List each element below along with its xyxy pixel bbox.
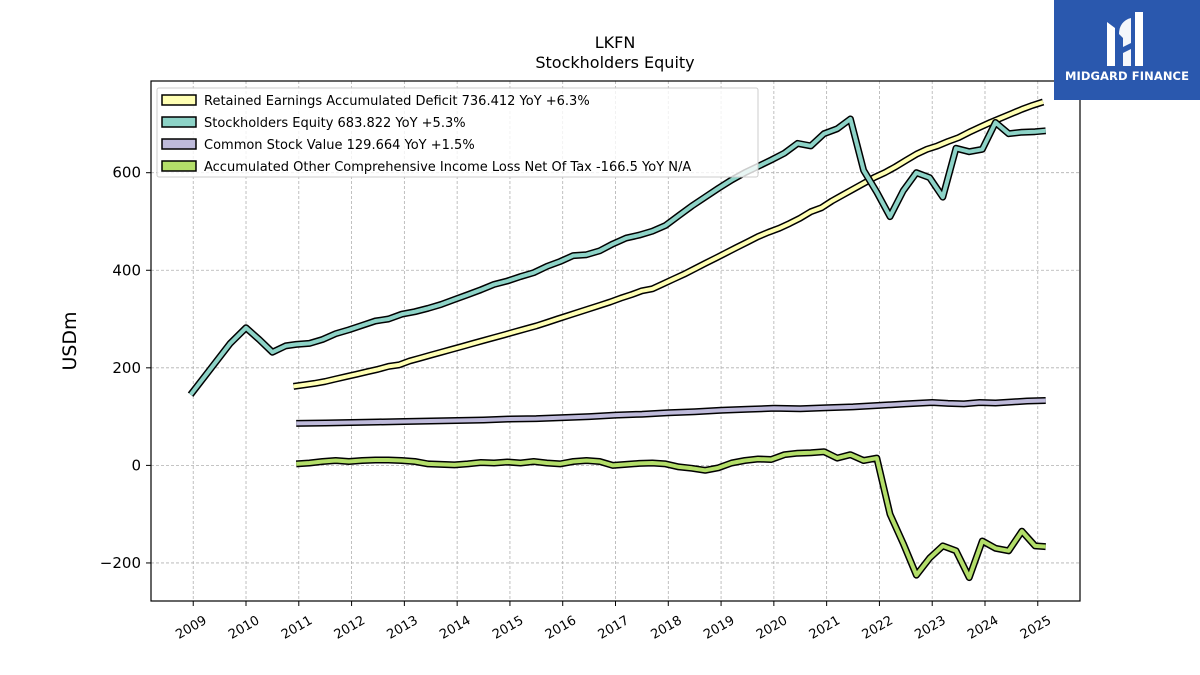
x-tick-label: 2022 xyxy=(860,613,896,643)
legend-label-2: Common Stock Value 129.664 YoY +1.5% xyxy=(204,138,475,153)
midgard-finance-logo: MIDGARD FINANCE xyxy=(1054,0,1200,100)
x-tick-label: 2021 xyxy=(807,613,843,643)
midgard-logo-icon xyxy=(1107,12,1143,66)
x-tick-label: 2025 xyxy=(1018,613,1054,643)
y-axis-label: USDm xyxy=(59,311,81,370)
legend-swatch-2 xyxy=(161,138,197,150)
chart-title: LKFN xyxy=(595,33,636,52)
series-lines xyxy=(187,98,1046,582)
x-tick-label: 2013 xyxy=(385,613,421,643)
legend-swatch-1 xyxy=(161,116,197,128)
x-tick-label: 2019 xyxy=(701,613,737,643)
y-tick-label: 600 xyxy=(112,164,141,182)
y-tick-label: −200 xyxy=(100,554,141,572)
x-tick-label: 2015 xyxy=(490,613,526,643)
x-tick-label: 2010 xyxy=(226,613,262,643)
x-tick-label: 2014 xyxy=(437,613,473,643)
x-tick-label: 2018 xyxy=(648,613,684,643)
series-line-3 xyxy=(296,449,1046,580)
x-tick-label: 2017 xyxy=(596,613,632,643)
logo-text: MIDGARD FINANCE xyxy=(1064,69,1190,83)
legend-box xyxy=(156,87,759,178)
legend-swatch-0 xyxy=(161,94,197,106)
series-outline-3 xyxy=(295,448,1046,582)
x-tick-label: 2011 xyxy=(279,613,315,643)
x-tick-label: 2023 xyxy=(912,613,948,643)
legend: Retained Earnings Accumulated Deficit 73… xyxy=(156,87,759,178)
chart-subtitle: Stockholders Equity xyxy=(535,53,694,72)
y-tick-label: 400 xyxy=(112,261,141,279)
series-line-1 xyxy=(189,117,1046,396)
series-line-0 xyxy=(293,100,1044,389)
y-tick-label: 0 xyxy=(131,456,141,474)
x-tick-label: 2012 xyxy=(332,613,368,643)
legend-label-1: Stockholders Equity 683.822 YoY +5.3% xyxy=(204,116,466,131)
legend-swatch-3 xyxy=(161,160,197,172)
x-tick-label: 2020 xyxy=(754,613,790,643)
legend-label-0: Retained Earnings Accumulated Deficit 73… xyxy=(204,94,590,109)
x-tick-label: 2009 xyxy=(173,613,209,643)
series-line-2 xyxy=(296,398,1046,426)
legend-label-3: Accumulated Other Comprehensive Income L… xyxy=(204,160,691,175)
x-tick-label: 2024 xyxy=(965,613,1001,643)
y-tick-label: 200 xyxy=(112,359,141,377)
x-tick-label: 2016 xyxy=(543,613,579,643)
